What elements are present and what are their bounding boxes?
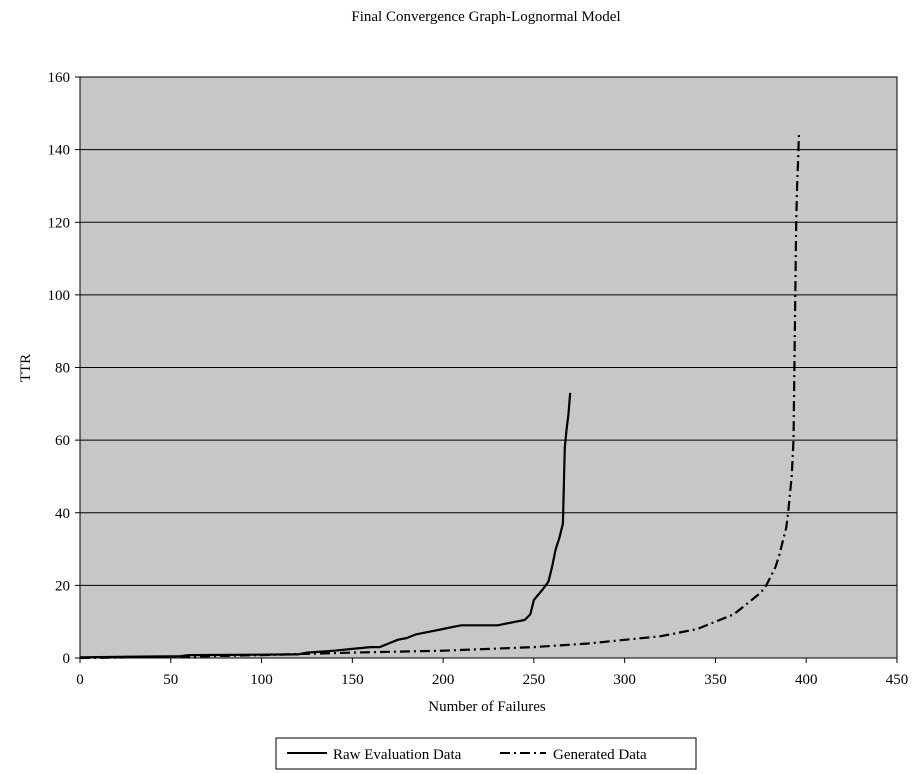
x-tick-label: 300 [613,672,636,688]
legend-label-generated: Generated Data [553,747,647,763]
x-tick-label: 400 [795,672,818,688]
x-tick-label: 50 [163,672,178,688]
legend-label-raw: Raw Evaluation Data [333,747,462,763]
x-tick-label: 350 [704,672,727,688]
x-tick-label: 0 [76,672,84,688]
y-tick-label: 120 [48,215,71,231]
legend-box [275,737,697,770]
x-tick-label: 200 [432,672,455,688]
y-tick-label: 160 [48,70,71,86]
x-tick-label: 450 [886,672,909,688]
y-axis-label: TTR [18,354,34,382]
y-axis-ticks: 0 20 40 60 80 100 120 140 160 [48,70,80,667]
y-tick-label: 80 [55,361,70,377]
y-tick-label: 0 [63,651,71,667]
y-tick-label: 20 [55,578,70,594]
chart-title: Final Convergence Graph-Lognormal Model [351,9,620,25]
x-tick-label: 100 [250,672,273,688]
x-tick-label: 250 [523,672,546,688]
y-tick-label: 40 [55,506,70,522]
series-line-raw-evaluation [79,392,572,659]
axes [79,76,898,659]
series-layer [79,131,801,660]
y-tick-label: 100 [48,288,71,304]
legend: Raw Evaluation Data Generated Data [275,737,697,770]
x-tick-label: 150 [341,672,364,688]
y-tick-label: 60 [55,433,70,449]
x-axis-ticks: 0 50 100 150 200 250 300 350 400 450 [76,658,908,688]
plot-border [79,76,898,659]
y-tick-label: 140 [48,143,71,159]
x-axis-label: Number of Failures [428,699,546,715]
